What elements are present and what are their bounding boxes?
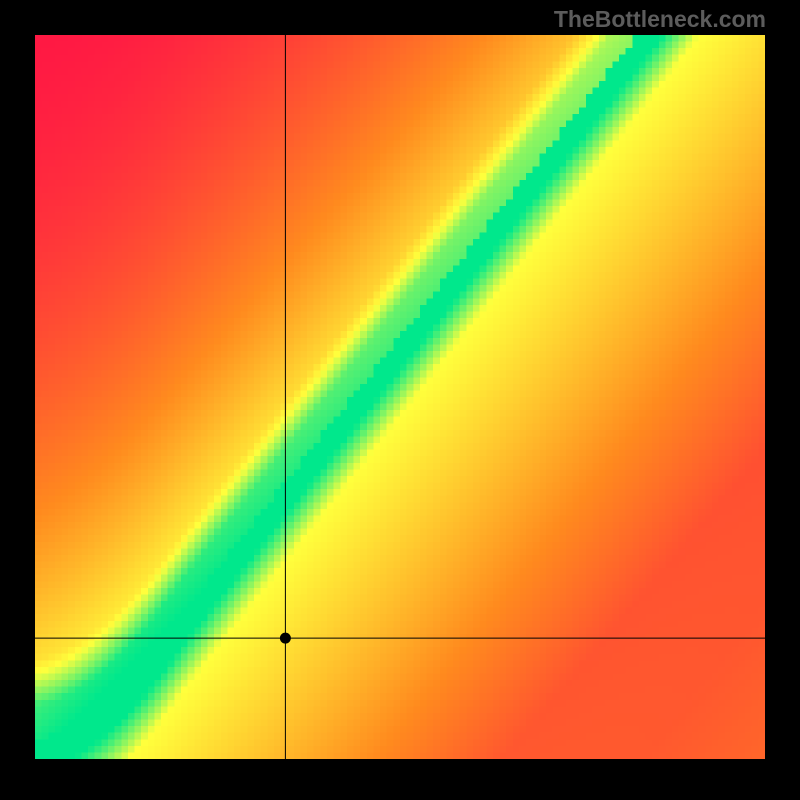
chart-container: TheBottleneck.com — [0, 0, 800, 800]
watermark-text: TheBottleneck.com — [554, 6, 766, 33]
bottleneck-heatmap — [35, 35, 765, 759]
